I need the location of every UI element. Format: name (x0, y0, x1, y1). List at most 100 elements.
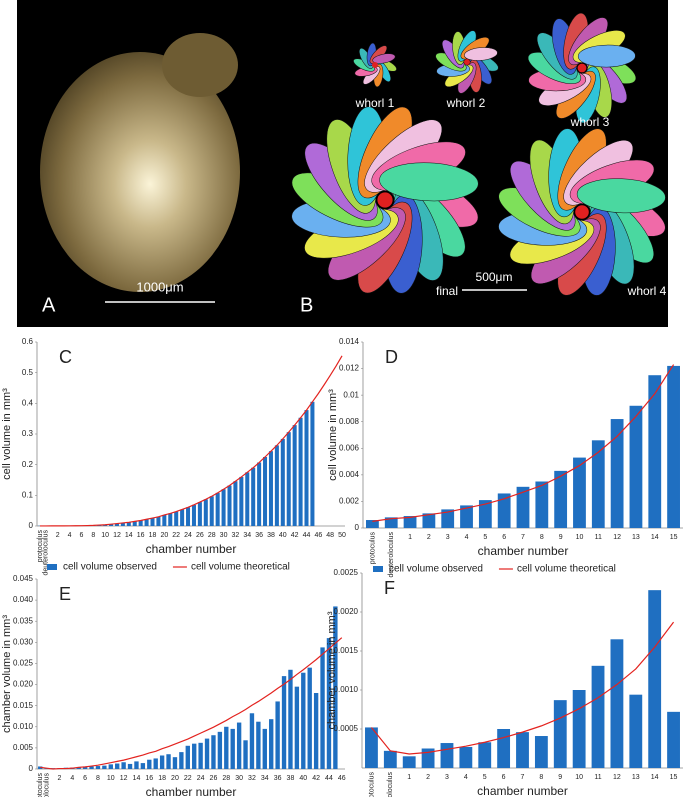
x-tick-label: 4 (464, 774, 468, 781)
chart: 0.00050.00100.00150.00200.0025protoculus… (326, 568, 683, 797)
bar (275, 701, 279, 769)
bar (180, 509, 184, 526)
bar (535, 736, 548, 768)
y-tick-label: 0.0025 (334, 568, 359, 577)
legend-swatch (373, 566, 383, 572)
bar (222, 489, 226, 526)
x-tick-label: 18 (158, 775, 166, 782)
bar (516, 732, 529, 768)
x-tick-label: 9 (559, 534, 563, 541)
x-tick-label: 48 (326, 532, 334, 539)
x-tick-label: 46 (338, 775, 346, 782)
x-tick-label: 12 (613, 774, 621, 781)
proloculus (372, 62, 378, 68)
x-tick-label: 26 (210, 775, 218, 782)
y-tick-label: 0.015 (13, 701, 34, 710)
chart: 00.0050.0100.0150.0200.0250.0300.0350.04… (1, 574, 346, 797)
bar (648, 375, 661, 528)
bar (610, 639, 623, 768)
x-tick-label: 14 (133, 775, 141, 782)
y-tick-label: 0.3 (22, 429, 34, 438)
proloculus (464, 59, 470, 65)
bar (168, 513, 172, 526)
x-tick-label: 24 (197, 775, 205, 782)
y-axis-title: chamber volume in mm³ (1, 615, 13, 733)
x-tick-label: 24 (184, 532, 192, 539)
bar (227, 486, 231, 526)
x-tick-label: 16 (137, 532, 145, 539)
x-tick-label: 40 (299, 775, 307, 782)
bar (216, 493, 220, 526)
bar (299, 418, 303, 526)
bar (192, 744, 196, 769)
panel-label: F (384, 578, 395, 598)
bar (218, 732, 222, 769)
x-tick-label: 9 (558, 774, 562, 781)
image-panel: A B 1000μm 500μm whorl 1 whorl 2 whorl 3… (17, 0, 672, 327)
bar (147, 760, 151, 769)
bar (263, 457, 267, 526)
bar (239, 477, 243, 526)
bar (210, 496, 214, 526)
bar (245, 472, 249, 526)
chart: 00.10.20.30.40.50.6protoculusdeuterolocu… (1, 337, 346, 575)
scale-label: 1000μm (136, 279, 183, 294)
x-tick-label: 10 (101, 532, 109, 539)
bar (166, 754, 170, 769)
y-axis-title: cell volume in mm³ (327, 389, 339, 481)
x-tick-label: 32 (232, 532, 240, 539)
bar (384, 751, 397, 768)
bar (243, 740, 247, 769)
bar (109, 764, 113, 769)
chart: 00.0020.0040.0060.0080.010.0120.014proto… (327, 337, 683, 577)
bar (573, 690, 586, 768)
bar (314, 693, 318, 769)
x-tick-label: 2 (426, 774, 430, 781)
x-tick-label: 4 (70, 775, 74, 782)
bar (517, 487, 530, 528)
y-tick-label: 0.4 (22, 398, 34, 407)
x-tick-label: 38 (267, 532, 275, 539)
y-axis-title: cell volume in mm³ (1, 388, 13, 480)
x-tick-label: 34 (261, 775, 269, 782)
bar (96, 766, 100, 769)
x-tick-label: 7 (521, 774, 525, 781)
x-tick-label: 42 (291, 532, 299, 539)
bar (287, 432, 291, 526)
bar (233, 481, 237, 526)
bar (293, 425, 297, 526)
bar (554, 471, 567, 528)
caption: whorl 1 (355, 96, 395, 110)
bar (115, 764, 119, 769)
bar (497, 729, 510, 768)
bar (141, 763, 145, 769)
x-tick-label: 2 (56, 532, 60, 539)
y-tick-label: 0 (29, 764, 34, 773)
x-tick-label: 3 (445, 774, 449, 781)
bar (150, 518, 154, 526)
x-tick-label: 34 (243, 532, 251, 539)
x-tick-label: 36 (255, 532, 263, 539)
y-tick-label: 0.5 (22, 368, 34, 377)
x-tick-label: 5 (483, 534, 487, 541)
bar (186, 507, 190, 526)
scale-label: 500μm (476, 270, 513, 284)
panel-label: B (300, 294, 313, 316)
bar (403, 756, 416, 768)
x-tick-label: 20 (160, 532, 168, 539)
bar (648, 590, 661, 768)
x-tick-label: 6 (502, 774, 506, 781)
bar (308, 668, 312, 769)
bar (179, 752, 183, 769)
bar (611, 419, 624, 528)
x-tick-label: 5 (483, 774, 487, 781)
x-tick-label: 11 (595, 534, 602, 541)
x-tick-label: 44 (325, 775, 333, 782)
x-tick-label: 13 (632, 534, 640, 541)
bar (667, 366, 680, 528)
x-tick-label: 26 (196, 532, 204, 539)
legend-label: cell volume theoretical (517, 564, 616, 575)
x-axis-title: chamber number (477, 784, 568, 797)
x-tick-label: deuteroloculus (387, 772, 394, 797)
